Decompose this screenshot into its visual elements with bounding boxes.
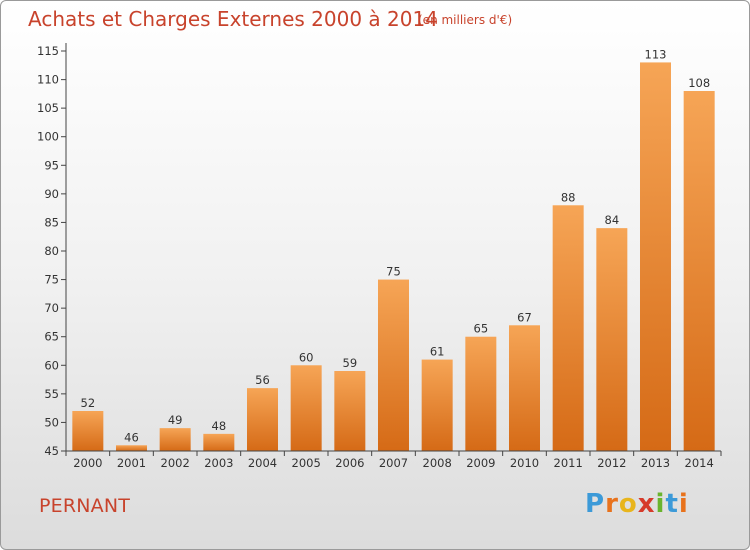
bar-value-label: 88 xyxy=(561,190,576,204)
bar-2004 xyxy=(247,388,278,451)
bar-2005 xyxy=(290,365,322,451)
bar-2003 xyxy=(203,433,235,451)
x-tick-label: 2002 xyxy=(161,456,190,470)
logo-letter: t xyxy=(665,489,679,519)
proxiti-logo: Proxiti xyxy=(585,489,689,519)
bar-2009 xyxy=(465,336,497,451)
bar-2012 xyxy=(596,228,628,451)
bar-value-label: 56 xyxy=(255,373,270,387)
x-tick-label: 2000 xyxy=(73,456,102,470)
logo-letter: i xyxy=(655,489,666,519)
x-tick-label: 2013 xyxy=(641,456,670,470)
logo-letter: i xyxy=(678,489,689,519)
bar-2006 xyxy=(334,371,366,451)
bar-value-label: 113 xyxy=(645,47,667,61)
chart-subtitle: (en milliers d'€) xyxy=(418,13,513,27)
logo-letter: x xyxy=(637,489,656,519)
bar-2001 xyxy=(116,445,147,451)
y-tick-label: 105 xyxy=(37,101,59,115)
x-tick-label: 2001 xyxy=(117,456,146,470)
logo-letter: r xyxy=(605,489,619,519)
x-tick-label: 2011 xyxy=(554,456,583,470)
y-tick-label: 60 xyxy=(44,358,59,372)
y-tick-label: 70 xyxy=(44,301,59,315)
bar-value-label: 67 xyxy=(517,310,532,324)
bar-value-label: 49 xyxy=(168,413,183,427)
y-tick-label: 85 xyxy=(44,215,59,229)
y-tick-label: 90 xyxy=(44,187,59,201)
logo-letter: o xyxy=(618,489,638,519)
bar-value-label: 46 xyxy=(124,430,139,444)
bar-value-label: 65 xyxy=(474,322,489,336)
y-tick-label: 110 xyxy=(37,73,59,87)
bar-value-label: 61 xyxy=(430,345,445,359)
x-tick-label: 2007 xyxy=(379,456,408,470)
y-tick-label: 50 xyxy=(44,415,59,429)
y-tick-label: 80 xyxy=(44,244,59,258)
y-tick-label: 75 xyxy=(44,273,59,287)
bar-value-label: 108 xyxy=(688,76,710,90)
bar-2011 xyxy=(552,205,584,451)
bar-value-label: 48 xyxy=(212,419,227,433)
y-axis: 45 50 55 60 65 70 75 80 85 90 95 100 105 110 115 xyxy=(37,43,67,458)
x-tick-label: 2014 xyxy=(685,456,714,470)
x-tick-label: 2003 xyxy=(204,456,233,470)
bar-value-label: 60 xyxy=(299,350,314,364)
y-tick-label: 95 xyxy=(44,158,59,172)
logo-letter: P xyxy=(585,489,606,519)
bar-value-label: 52 xyxy=(81,396,96,410)
bar-2007 xyxy=(378,279,409,451)
bar-value-label: 84 xyxy=(605,213,620,227)
x-tick-label: 2006 xyxy=(335,456,364,470)
x-tick-label: 2012 xyxy=(597,456,626,470)
bar-2002 xyxy=(159,428,191,451)
y-tick-label: 65 xyxy=(44,330,59,344)
bar-2010 xyxy=(509,325,540,451)
x-tick-label: 2008 xyxy=(423,456,452,470)
x-tick-label: 2009 xyxy=(466,456,495,470)
bar-2014 xyxy=(683,91,715,451)
bars-group: 52 46 49 48 56 60 59 75 61 65 67 88 84 113 108 xyxy=(72,47,715,452)
y-tick-label: 115 xyxy=(37,44,59,58)
chart-title: Achats et Charges Externes 2000 à 2014 xyxy=(28,7,438,31)
x-tick-label: 2010 xyxy=(510,456,539,470)
y-tick-label: 55 xyxy=(44,387,59,401)
x-tick-label: 2004 xyxy=(248,456,277,470)
y-tick-label: 100 xyxy=(37,130,59,144)
bar-2000 xyxy=(72,411,104,451)
bar-2013 xyxy=(640,62,671,452)
y-tick-label: 45 xyxy=(44,444,59,458)
bar-2008 xyxy=(421,359,453,451)
x-tick-label: 2005 xyxy=(292,456,321,470)
bar-value-label: 75 xyxy=(386,265,401,279)
commune-name: PERNANT xyxy=(39,495,131,517)
bar-value-label: 59 xyxy=(343,356,358,370)
x-axis: 2000 2001 2002 2003 2004 2005 2006 2007 2008 2009… xyxy=(65,450,722,470)
